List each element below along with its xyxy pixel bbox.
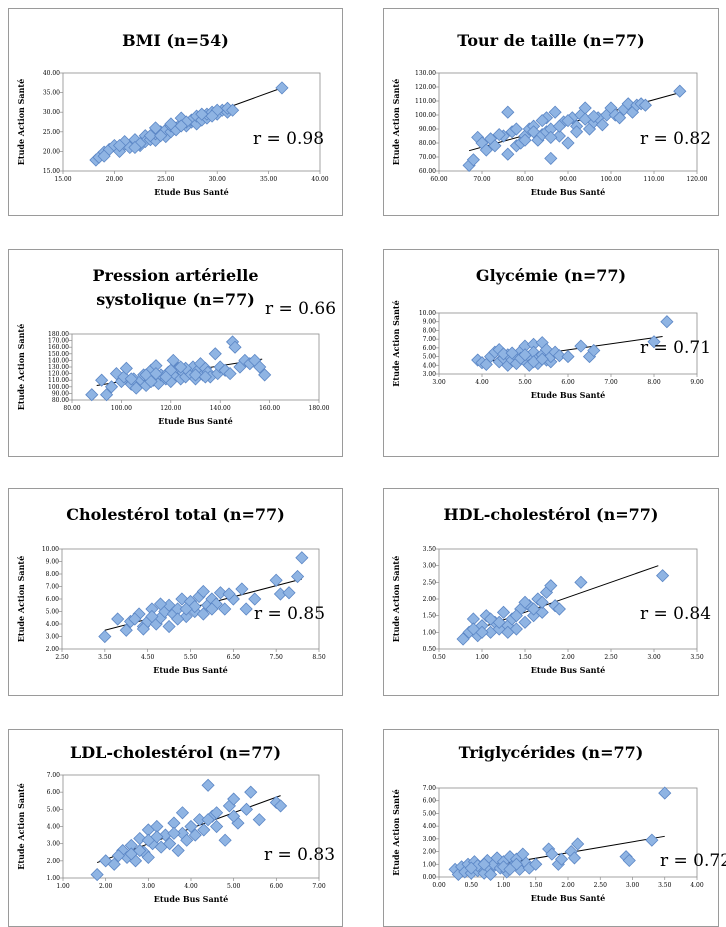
chart-panel-4 bbox=[383, 249, 719, 457]
chart-panel-2 bbox=[383, 8, 719, 216]
chart-panel-3 bbox=[8, 249, 343, 457]
chart-panel-1 bbox=[8, 8, 343, 216]
chart-panel-5 bbox=[8, 488, 343, 696]
chart-panel-7 bbox=[8, 729, 343, 927]
chart-panel-8 bbox=[383, 729, 719, 927]
chart-panel-6 bbox=[383, 488, 719, 696]
